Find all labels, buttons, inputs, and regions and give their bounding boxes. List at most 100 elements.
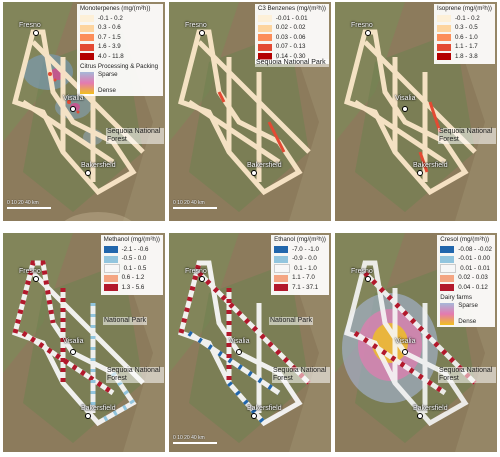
legend-bin: 0.01 - 0.01 [440, 264, 492, 274]
map-panel-c3-benzenes: C3 Benzenes (mg/(m²h)) -0.01 - 0.01 0.02… [169, 2, 331, 221]
city-label-bakersfield: Bakersfield [81, 405, 116, 412]
legend-bin: -0.9 - 0.0 [274, 255, 326, 265]
legend-bin: 0.6 - 1.0 [436, 33, 492, 43]
city-marker [402, 106, 408, 112]
city-marker [365, 30, 371, 36]
legend-bin: 1.1 - 7.0 [274, 274, 326, 284]
legend-bin: 0.07 - 0.13 [257, 43, 326, 53]
park-label-secondary: National Park [103, 317, 148, 325]
legend-bin: 1.3 - 5.6 [103, 283, 160, 293]
legend-bin: 0.6 - 1.2 [103, 274, 160, 284]
legend-isoprene: Isoprene (mg/(m²h)) -0.1 - 0.2 0.3 - 0.5… [433, 4, 495, 64]
density-gradient: Sparse Dense [80, 70, 160, 94]
satellite-basemap [335, 233, 497, 452]
city-label-bakersfield: Bakersfield [247, 405, 282, 412]
city-marker [365, 276, 371, 282]
legend-bin: -0.08 - -0.02 [440, 245, 492, 255]
legend-bin: 1.1 - 1.7 [436, 43, 492, 53]
legend-title: Monoterpenes (mg/(m²h)) [80, 5, 151, 12]
legend-title: Isoprene (mg/(m²h)) [436, 5, 492, 12]
legend-methanol: Methanol (mg/(m²h)) -2.1 - -0.6 -0.5 - 0… [100, 235, 163, 295]
city-label-fresno: Fresno [19, 268, 41, 275]
legend-bin: -0.1 - 0.2 [436, 14, 492, 24]
legend-bin: -0.01 - 0.01 [257, 14, 326, 24]
city-marker [33, 276, 39, 282]
city-label-fresno: Fresno [19, 22, 41, 29]
city-marker [402, 349, 408, 355]
map-panel-monoterpenes: Monoterpenes (mg/(m²h)) -0.1 - 0.2 0.3 -… [3, 2, 165, 221]
map-panel-isoprene: Isoprene (mg/(m²h)) -0.1 - 0.2 0.3 - 0.5… [335, 2, 497, 221]
legend-bin: -0.5 - 0.0 [103, 255, 160, 265]
legend-title: Ethanol (mg/(m²h)) [274, 236, 326, 243]
legend-bin: 4.0 - 11.8 [80, 52, 160, 62]
legend-bin: -0.01 - 0.00 [440, 255, 492, 265]
city-label-visalia: Visalia [63, 95, 84, 102]
satellite-basemap [3, 233, 165, 452]
legend-ethanol: Ethanol (mg/(m²h)) -7.0 - -1.0 -0.9 - 0.… [271, 235, 329, 295]
legend-title: Methanol (mg/(m²h)) [103, 236, 160, 243]
legend-bin: 1.6 - 3.9 [80, 43, 160, 53]
city-label-visalia: Visalia [395, 338, 416, 345]
legend-bin: 0.02 - 0.03 [440, 274, 492, 284]
legend-cresol: Cresol (mg/(m²h)) -0.08 - -0.02 -0.01 - … [437, 235, 495, 327]
city-marker [85, 170, 91, 176]
city-label-bakersfield: Bakersfield [247, 162, 282, 169]
legend-bin: 0.14 - 0.30 [257, 52, 326, 62]
scale-text: 0 10 20 40 km [173, 435, 205, 441]
density-low-label: Sparse [98, 70, 118, 78]
legend-bin: 0.04 - 0.12 [440, 283, 492, 293]
city-label-visalia: Visalia [63, 338, 84, 345]
park-label: Sequoia National Forest [272, 367, 330, 383]
park-label-secondary: National Park [269, 317, 314, 325]
scale-bar [7, 207, 51, 209]
legend-title: Cresol (mg/(m²h)) [440, 236, 490, 243]
legend-bin: 0.3 - 0.5 [436, 24, 492, 34]
scale-text: 0 10 20 40 km [7, 200, 39, 206]
legend-bin: -2.1 - -0.6 [103, 245, 160, 255]
legend-bin: 0.3 - 0.6 [80, 24, 160, 34]
city-marker [251, 170, 257, 176]
park-label: Sequoia National Forest [106, 367, 164, 383]
overlay-title: Dairy farms [440, 293, 472, 301]
density-high-label: Dense [98, 86, 116, 94]
legend-monoterpenes: Monoterpenes (mg/(m²h)) -0.1 - 0.2 0.3 -… [77, 4, 163, 96]
city-label-fresno: Fresno [351, 268, 373, 275]
legend-bin: 0.7 - 1.5 [80, 33, 160, 43]
legend-bin: 1.8 - 3.8 [436, 52, 492, 62]
city-marker [33, 30, 39, 36]
legend-bin: 0.02 - 0.02 [257, 24, 326, 34]
city-marker [417, 170, 423, 176]
city-marker [70, 349, 76, 355]
legend-bin: 0.1 - 1.0 [274, 264, 326, 274]
city-label-bakersfield: Bakersfield [413, 162, 448, 169]
scale-text: 0 10 20 40 km [173, 200, 205, 206]
city-marker [85, 413, 91, 419]
park-label: Sequoia National Park [255, 59, 329, 67]
legend-c3-benzenes: C3 Benzenes (mg/(m²h)) -0.01 - 0.01 0.02… [254, 4, 329, 64]
park-label: Sequoia National Forest [438, 128, 496, 144]
city-marker [70, 106, 76, 112]
park-label: Sequoia National Forest [106, 128, 164, 144]
scale-bar [173, 207, 217, 209]
city-label-bakersfield: Bakersfield [81, 162, 116, 169]
density-low-label: Sparse [458, 301, 478, 309]
scale-bar [173, 442, 217, 444]
city-marker [199, 30, 205, 36]
legend-bin: 0.1 - 0.5 [103, 264, 160, 274]
legend-bin: 7.1 - 37.1 [274, 283, 326, 293]
city-label-fresno: Fresno [185, 22, 207, 29]
legend-title: C3 Benzenes (mg/(m²h)) [257, 5, 326, 12]
legend-bin: -7.0 - -1.0 [274, 245, 326, 255]
map-panel-methanol: Methanol (mg/(m²h)) -2.1 - -0.6 -0.5 - 0… [3, 233, 165, 452]
city-label-visalia: Visalia [229, 338, 250, 345]
city-marker [236, 349, 242, 355]
map-panel-ethanol: Ethanol (mg/(m²h)) -7.0 - -1.0 -0.9 - 0.… [169, 233, 331, 452]
city-marker [199, 276, 205, 282]
overlay-title: Citrus Processing & Packing [80, 62, 159, 70]
density-high-label: Dense [458, 317, 477, 325]
city-marker [251, 413, 257, 419]
density-gradient: Sparse Dense [440, 301, 492, 325]
city-marker [417, 413, 423, 419]
city-label-visalia: Visalia [395, 95, 416, 102]
city-label-fresno: Fresno [185, 268, 207, 275]
